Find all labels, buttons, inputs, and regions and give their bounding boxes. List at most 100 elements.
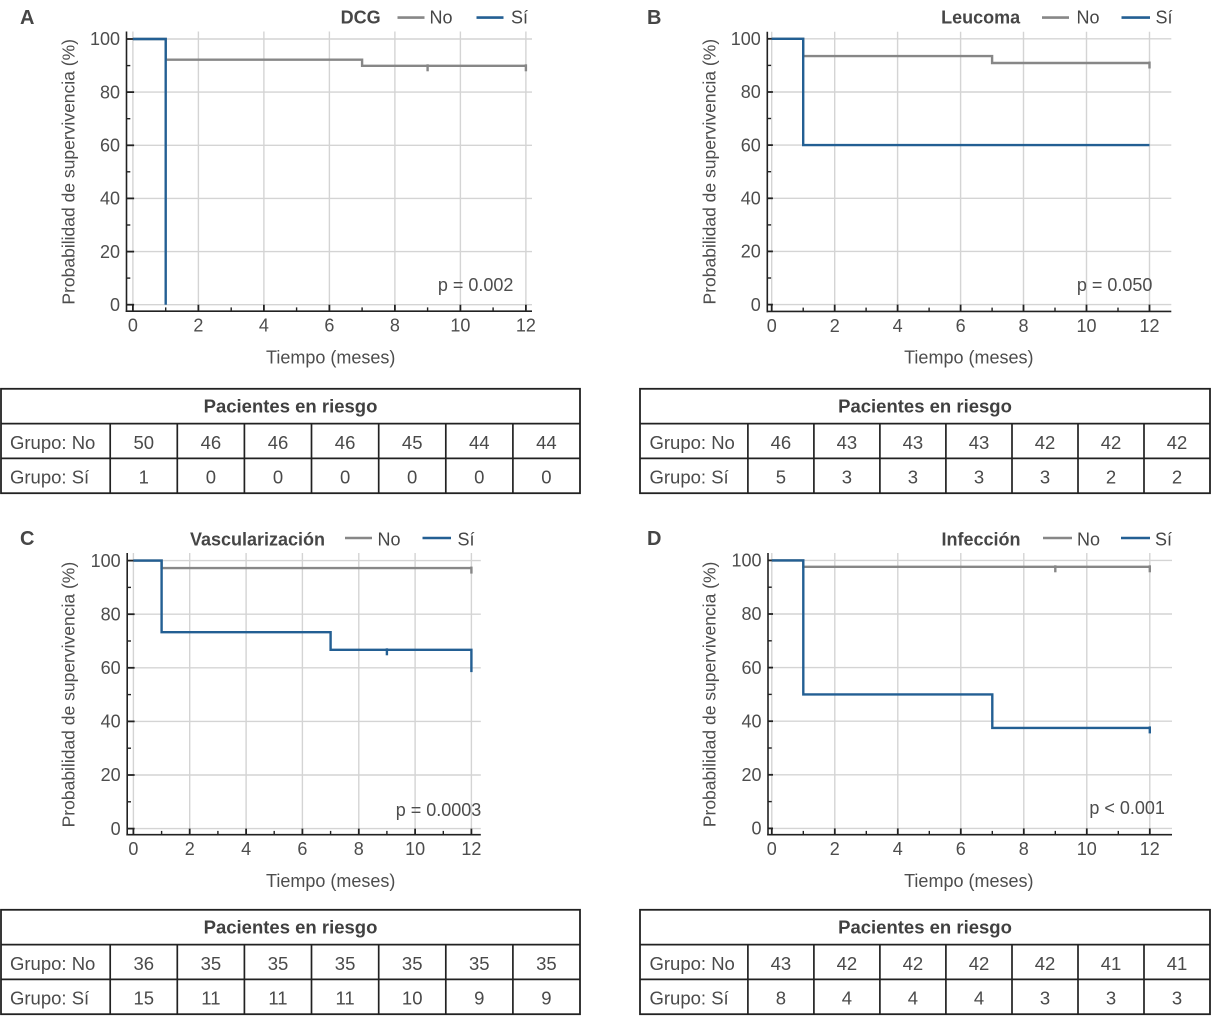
svg-text:0: 0 — [407, 467, 417, 488]
svg-text:10: 10 — [402, 988, 423, 1009]
svg-text:11: 11 — [268, 988, 287, 1009]
svg-text:Probabilidad de supervivencia: Probabilidad de supervivencia (%) — [699, 562, 719, 828]
svg-text:Pacientes en riesgo: Pacientes en riesgo — [838, 917, 1012, 938]
svg-text:46: 46 — [201, 432, 222, 453]
svg-text:Grupo: Sí: Grupo: Sí — [650, 988, 730, 1009]
svg-text:100: 100 — [731, 29, 761, 49]
svg-text:11: 11 — [335, 988, 354, 1009]
svg-text:Sí: Sí — [458, 530, 475, 550]
svg-text:Grupo: Sí: Grupo: Sí — [10, 988, 90, 1009]
svg-text:A: A — [20, 7, 34, 29]
svg-text:41: 41 — [1167, 953, 1188, 974]
svg-text:0: 0 — [751, 295, 761, 315]
svg-text:Grupo: Sí: Grupo: Sí — [650, 467, 730, 488]
svg-text:0: 0 — [128, 316, 138, 336]
svg-text:Grupo: No: Grupo: No — [10, 953, 95, 974]
svg-text:B: B — [647, 7, 661, 29]
svg-text:2: 2 — [185, 839, 195, 859]
svg-text:4: 4 — [259, 316, 269, 336]
svg-text:80: 80 — [741, 82, 761, 102]
svg-text:6: 6 — [956, 316, 966, 336]
svg-text:6: 6 — [324, 316, 334, 336]
svg-text:Grupo: No: Grupo: No — [650, 432, 735, 453]
svg-text:42: 42 — [903, 953, 924, 974]
svg-text:Vascularización: Vascularización — [190, 530, 325, 550]
svg-text:100: 100 — [90, 29, 120, 49]
svg-text:p = 0.0003: p = 0.0003 — [396, 800, 482, 820]
svg-text:2: 2 — [193, 316, 203, 336]
svg-text:41: 41 — [1101, 953, 1122, 974]
svg-text:35: 35 — [536, 953, 557, 974]
svg-text:15: 15 — [134, 988, 155, 1009]
svg-text:42: 42 — [1035, 432, 1056, 453]
svg-text:1: 1 — [139, 467, 149, 488]
svg-text:9: 9 — [474, 988, 484, 1009]
svg-text:No: No — [378, 530, 401, 550]
svg-text:Tiempo (meses): Tiempo (meses) — [266, 348, 395, 368]
svg-text:35: 35 — [201, 953, 222, 974]
svg-text:Tiempo (meses): Tiempo (meses) — [904, 871, 1033, 891]
svg-text:11: 11 — [201, 988, 220, 1009]
svg-text:Probabilidad de supervivencia: Probabilidad de supervivencia (%) — [699, 39, 719, 305]
svg-text:p < 0.001: p < 0.001 — [1089, 798, 1165, 818]
svg-text:60: 60 — [100, 136, 120, 156]
svg-text:8: 8 — [776, 988, 786, 1009]
svg-text:3: 3 — [1106, 988, 1116, 1009]
svg-text:60: 60 — [101, 658, 121, 678]
svg-text:0: 0 — [340, 467, 350, 488]
svg-text:Pacientes en riesgo: Pacientes en riesgo — [204, 917, 378, 938]
svg-text:60: 60 — [741, 658, 761, 678]
svg-text:3: 3 — [1040, 988, 1050, 1009]
svg-text:43: 43 — [903, 432, 924, 453]
svg-text:4: 4 — [893, 839, 903, 859]
svg-text:20: 20 — [741, 242, 761, 262]
svg-text:100: 100 — [731, 551, 761, 571]
svg-text:42: 42 — [969, 953, 990, 974]
svg-text:Grupo: No: Grupo: No — [10, 432, 95, 453]
svg-text:80: 80 — [100, 82, 120, 102]
svg-text:3: 3 — [908, 467, 918, 488]
svg-text:35: 35 — [402, 953, 423, 974]
svg-text:0: 0 — [110, 295, 120, 315]
svg-text:4: 4 — [974, 988, 984, 1009]
svg-text:12: 12 — [1139, 316, 1159, 336]
svg-text:0: 0 — [273, 467, 283, 488]
svg-text:44: 44 — [536, 432, 557, 453]
svg-text:6: 6 — [297, 839, 307, 859]
svg-text:3: 3 — [1172, 988, 1182, 1009]
svg-text:Infección: Infección — [941, 530, 1020, 550]
svg-text:42: 42 — [1101, 432, 1122, 453]
svg-text:42: 42 — [837, 953, 858, 974]
svg-text:3: 3 — [842, 467, 852, 488]
svg-text:2: 2 — [1172, 467, 1182, 488]
svg-text:5: 5 — [776, 467, 786, 488]
svg-text:Tiempo (meses): Tiempo (meses) — [904, 348, 1033, 368]
svg-text:4: 4 — [893, 316, 903, 336]
svg-text:DCG: DCG — [341, 8, 381, 28]
svg-text:p = 0.002: p = 0.002 — [438, 275, 514, 295]
svg-text:D: D — [647, 528, 661, 550]
svg-text:10: 10 — [405, 839, 425, 859]
svg-text:46: 46 — [335, 432, 356, 453]
svg-text:43: 43 — [969, 432, 990, 453]
svg-text:46: 46 — [268, 432, 289, 453]
svg-text:Leucoma: Leucoma — [941, 8, 1021, 28]
svg-text:50: 50 — [134, 432, 155, 453]
svg-text:12: 12 — [1140, 839, 1160, 859]
svg-text:2: 2 — [830, 316, 840, 336]
svg-text:Sí: Sí — [511, 8, 528, 28]
svg-text:44: 44 — [469, 432, 490, 453]
svg-text:10: 10 — [450, 316, 470, 336]
svg-text:Pacientes en riesgo: Pacientes en riesgo — [204, 396, 378, 417]
svg-text:12: 12 — [516, 316, 536, 336]
svg-text:p = 0.050: p = 0.050 — [1077, 275, 1153, 295]
svg-text:35: 35 — [335, 953, 356, 974]
svg-text:8: 8 — [354, 839, 364, 859]
svg-text:80: 80 — [741, 604, 761, 624]
svg-text:4: 4 — [241, 839, 251, 859]
svg-text:40: 40 — [101, 712, 121, 732]
svg-text:43: 43 — [837, 432, 858, 453]
svg-text:42: 42 — [1167, 432, 1188, 453]
svg-text:20: 20 — [741, 765, 761, 785]
svg-text:0: 0 — [751, 819, 761, 839]
